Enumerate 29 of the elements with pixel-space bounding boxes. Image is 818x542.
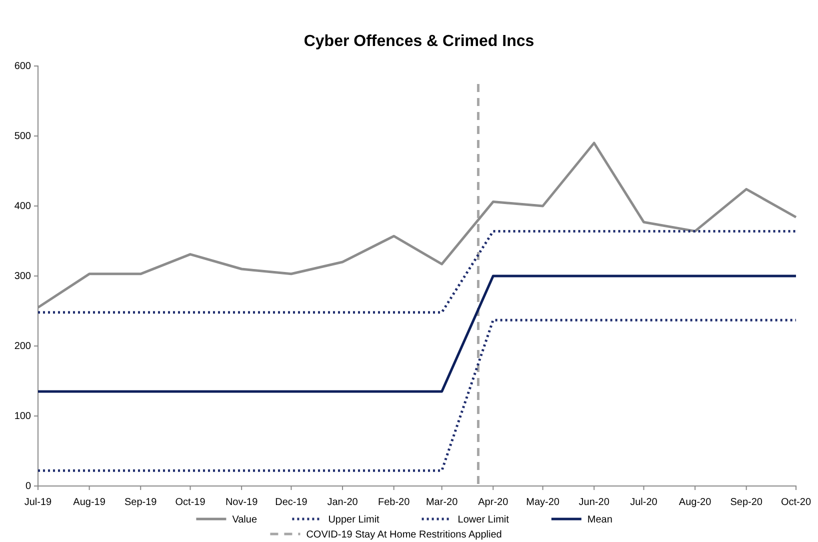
x-tick-label: Aug-19 xyxy=(73,497,106,508)
y-tick-label: 200 xyxy=(14,341,32,352)
x-tick-label: Jul-19 xyxy=(24,497,52,508)
x-tick-label: Jan-20 xyxy=(327,497,358,508)
x-tick-label: May-20 xyxy=(526,497,560,508)
x-tick-label: Jun-20 xyxy=(578,497,610,508)
x-tick-label: Feb-20 xyxy=(378,497,410,508)
x-tick-label: Sep-19 xyxy=(124,497,158,508)
legend-label: Upper Limit xyxy=(328,514,380,526)
x-tick-label: Dec-19 xyxy=(275,497,308,508)
y-tick-label: 0 xyxy=(25,481,32,492)
x-tick-label: Mar-20 xyxy=(426,497,458,508)
x-tick-label: Apr-20 xyxy=(478,497,509,508)
y-tick-label: 500 xyxy=(14,131,32,142)
y-tick-label: 100 xyxy=(14,411,32,422)
x-tick-label: Oct-19 xyxy=(175,497,206,508)
x-tick-label: Sep-20 xyxy=(730,497,763,508)
legend-label: Value xyxy=(232,514,258,526)
y-tick-label: 400 xyxy=(14,201,32,212)
legend-label: Mean xyxy=(587,514,612,526)
legend-label: COVID-19 Stay At Home Restritions Applied xyxy=(306,530,502,540)
x-tick-label: Nov-19 xyxy=(225,497,258,508)
legend-label: Lower Limit xyxy=(458,514,510,526)
y-tick-label: 300 xyxy=(14,271,32,282)
y-tick-label: 600 xyxy=(14,61,32,72)
x-tick-label: Oct-20 xyxy=(780,497,812,508)
x-tick-label: Jul-20 xyxy=(630,497,658,508)
chart-title: Cyber Offences & Crimed Incs xyxy=(304,33,534,50)
x-tick-label: Aug-20 xyxy=(678,497,712,508)
